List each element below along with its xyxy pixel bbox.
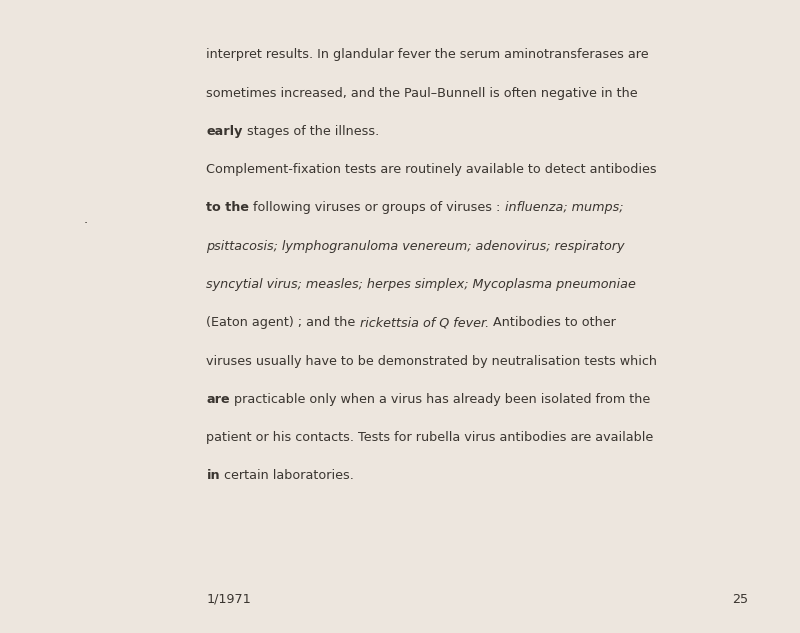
Text: viruses usually have to be demonstrated by neutralisation tests which: viruses usually have to be demonstrated … [206,354,658,368]
Text: Complement-fixation tests are routinely available to detect antibodies: Complement-fixation tests are routinely … [206,163,657,176]
Text: in: in [206,470,220,482]
Text: Antibodies to other: Antibodies to other [489,316,616,329]
Text: are: are [206,393,230,406]
Text: psittacosis; lymphogranuloma venereum; adenovirus; respiratory: psittacosis; lymphogranuloma venereum; a… [206,240,625,253]
Text: (Eaton agent) ; and the: (Eaton agent) ; and the [206,316,360,329]
Text: patient or his contacts. Tests for rubella virus antibodies are available: patient or his contacts. Tests for rubel… [206,431,654,444]
Text: following viruses or groups of viruses :: following viruses or groups of viruses : [250,201,505,215]
Text: early: early [206,125,242,138]
Text: syncytial virus; measles; herpes simplex; Mycoplasma pneumoniae: syncytial virus; measles; herpes simplex… [206,278,636,291]
Text: to the: to the [206,201,250,215]
Text: stages of the illness.: stages of the illness. [242,125,379,138]
Text: certain laboratories.: certain laboratories. [220,470,354,482]
Text: influenza; mumps;: influenza; mumps; [505,201,623,215]
Text: 1/1971: 1/1971 [206,592,251,606]
Text: rickettsia of Q fever.: rickettsia of Q fever. [360,316,489,329]
Text: sometimes increased, and the Paul–Bunnell is often negative in the: sometimes increased, and the Paul–Bunnel… [206,87,638,99]
Text: interpret results. In glandular fever the serum aminotransferases are: interpret results. In glandular fever th… [206,48,649,61]
Text: .: . [84,213,88,226]
Text: 25: 25 [732,592,748,606]
Text: practicable only when a virus has already been isolated from the: practicable only when a virus has alread… [230,393,650,406]
